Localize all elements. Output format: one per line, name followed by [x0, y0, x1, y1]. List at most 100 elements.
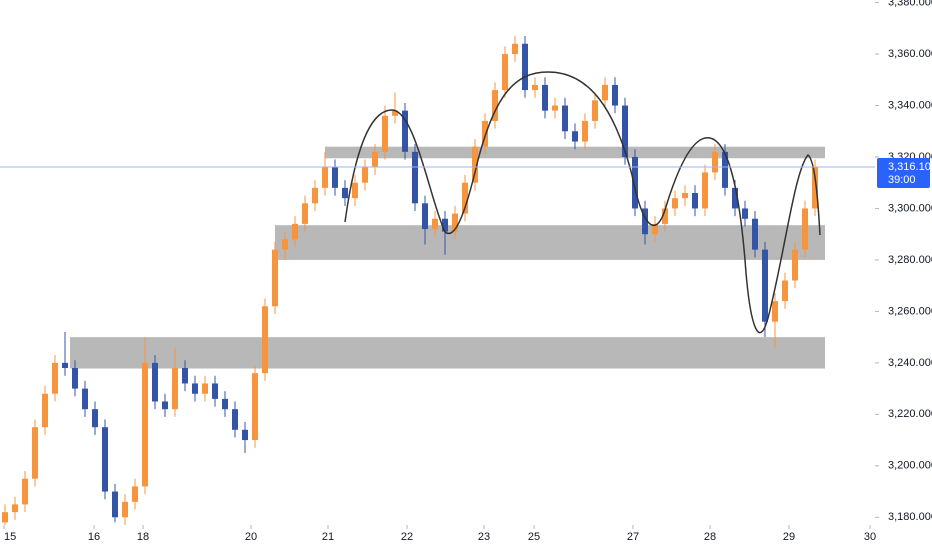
candle-body	[552, 105, 558, 111]
candle-body	[442, 218, 448, 232]
price-axis	[875, 0, 932, 550]
candle-body	[12, 504, 18, 513]
candle-body	[582, 120, 588, 142]
candle-body	[392, 110, 398, 116]
x-tick-label: 21	[322, 531, 334, 543]
candle-body	[382, 115, 388, 152]
candle-body	[262, 306, 268, 374]
x-tick-label: 16	[88, 531, 100, 543]
countdown: 39:00	[888, 174, 916, 186]
candle-body	[312, 187, 318, 204]
x-tick-label: 23	[478, 531, 490, 543]
candle-body	[622, 105, 628, 157]
candle-body	[632, 156, 638, 209]
x-tick-label: 27	[627, 531, 639, 543]
candle-body	[502, 54, 508, 91]
candle-body	[482, 120, 488, 147]
candle-body	[272, 249, 278, 307]
candle-body	[672, 198, 678, 209]
candle-body	[792, 249, 798, 281]
candle-body	[52, 362, 58, 394]
y-tick-label: 3,280.000	[888, 254, 932, 266]
x-tick-label: 28	[704, 531, 716, 543]
y-tick-label: 3,340.000	[888, 99, 932, 111]
candle-body	[522, 43, 528, 91]
candle-body	[422, 203, 428, 230]
candle-body	[362, 167, 368, 183]
candle-body	[782, 280, 788, 302]
last-price-box	[877, 158, 930, 189]
candle-body	[752, 218, 758, 250]
x-tick-label: 30	[864, 531, 876, 543]
candle-body	[352, 182, 358, 199]
x-tick-label: 20	[245, 531, 257, 543]
pattern-curve	[344, 71, 821, 334]
candle-body	[572, 131, 578, 142]
candle-body	[492, 90, 498, 121]
candle-body	[322, 167, 328, 188]
candle-body	[222, 398, 228, 410]
y-tick-label: 3,260.000	[888, 305, 932, 317]
candle-body	[742, 208, 748, 219]
candle-body	[512, 43, 518, 55]
candle-body	[192, 383, 198, 394]
candle-body	[252, 373, 258, 441]
zone	[70, 337, 825, 369]
candle-body	[652, 223, 658, 235]
candle-body	[242, 429, 248, 441]
candle-body	[802, 208, 808, 250]
candle-body	[812, 167, 818, 209]
zone	[325, 146, 825, 159]
candle-body	[92, 409, 98, 428]
candle-body	[122, 501, 128, 518]
candle-body	[722, 151, 728, 188]
candle-body	[342, 187, 348, 199]
candle-body	[112, 491, 118, 518]
candle-body	[72, 368, 78, 389]
candle-body	[162, 401, 168, 410]
candle-body	[762, 249, 768, 322]
candle-body	[302, 203, 308, 224]
candle-body	[612, 84, 618, 106]
candle-body	[212, 383, 218, 399]
candle-body	[472, 146, 478, 183]
candle-body	[662, 208, 668, 224]
y-tick-label: 3,360.000	[888, 48, 932, 60]
candle-body	[42, 393, 48, 428]
candle-body	[172, 368, 178, 410]
candle-body	[292, 223, 298, 240]
candle-body	[202, 383, 208, 394]
candle-body	[82, 388, 88, 410]
y-tick-label: 3,200.000	[888, 460, 932, 472]
candle-body	[22, 478, 28, 505]
x-tick-label: 22	[401, 531, 413, 543]
x-tick-label: 18	[137, 531, 149, 543]
candle-body	[592, 100, 598, 121]
candle-body	[372, 151, 378, 168]
candle-body	[542, 84, 548, 111]
candle-body	[602, 84, 608, 101]
x-tick-label: 15	[4, 531, 16, 543]
candle-body	[532, 84, 538, 91]
candle-body	[182, 368, 188, 384]
candle-body	[232, 409, 238, 430]
candle-body	[702, 172, 708, 209]
candle-body	[2, 512, 8, 523]
y-tick-label: 3,300.000	[888, 202, 932, 214]
y-tick-label: 3,380.000	[888, 0, 932, 8]
candle-body	[732, 187, 738, 209]
candle-body	[152, 362, 158, 402]
y-tick-label: 3,180.000	[888, 511, 932, 523]
candle-body	[102, 427, 108, 492]
candle-body	[772, 301, 778, 322]
candle-body	[712, 151, 718, 173]
candle-body	[412, 151, 418, 204]
candle-body	[642, 208, 648, 235]
zone	[275, 225, 825, 260]
x-tick-label: 25	[528, 531, 540, 543]
candle-body	[462, 182, 468, 214]
candle-body	[682, 193, 688, 199]
candle-body	[402, 110, 408, 152]
candle-body	[282, 239, 288, 250]
